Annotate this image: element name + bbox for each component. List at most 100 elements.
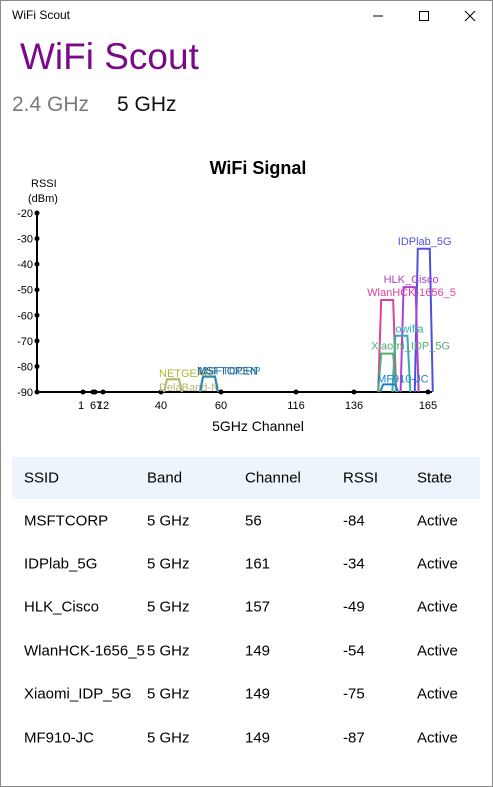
x-tick-dot [351, 389, 357, 395]
cell-ssid: IDPlab_5G [24, 555, 98, 573]
x-tick-label: 6 [90, 400, 96, 412]
cell-rssi: -54 [343, 642, 365, 660]
cell-rssi: -75 [343, 685, 365, 703]
x-tick-dot [100, 389, 106, 395]
cell-rssi: -84 [343, 512, 365, 530]
x-tick-label: 7 [96, 400, 102, 412]
y-tick-label: -20 [17, 208, 33, 220]
cell-rssi: -87 [343, 729, 365, 747]
cell-ssid: MSFTCORP [24, 512, 109, 530]
x-tick-label: 165 [419, 400, 437, 412]
cell-state: Active [417, 598, 458, 616]
series-label: HLK_Cisco [384, 274, 439, 286]
window-title: WiFi Scout [12, 8, 71, 22]
cell-state: Active [417, 555, 458, 573]
y-tick-label: -40 [17, 259, 33, 271]
series-label: NETGEAR [159, 368, 212, 380]
minimize-icon [373, 15, 383, 16]
cell-channel: 149 [245, 729, 271, 747]
table-row[interactable]: MSFTCORP 5 GHz 56 -84 Active [12, 499, 480, 542]
cell-band: 5 GHz [147, 598, 190, 616]
y-tick-dot [34, 363, 40, 369]
cell-channel: 149 [245, 685, 271, 703]
cell-channel: 161 [245, 555, 271, 573]
series-label: MSFTOPEN [197, 366, 258, 378]
signal-curve [399, 286, 420, 393]
y-tick-dot [34, 261, 40, 267]
table-row[interactable]: HLK_Cisco 5 GHz 157 -49 Active [12, 586, 480, 629]
title-bar[interactable]: WiFi Scout [0, 0, 493, 31]
signal-curve [163, 378, 183, 393]
close-icon [464, 10, 476, 21]
y-tick-dot [34, 236, 40, 242]
cell-ssid: HLK_Cisco [24, 598, 100, 616]
cell-ssid: WlanHCK-1656_5 [24, 642, 145, 660]
header-band[interactable]: Band [147, 469, 183, 487]
header-channel[interactable]: Channel [245, 469, 301, 487]
table-row[interactable]: MF910-JC 5 GHz 149 -87 Active [12, 716, 480, 759]
y-tick-dot [34, 389, 40, 395]
signal-curve [377, 352, 398, 393]
y-tick-dot [34, 312, 40, 318]
series-label: IDPlab_5G [398, 236, 452, 248]
x-tick-dot [80, 389, 86, 395]
tab-2-4-ghz[interactable]: 2.4 GHz [12, 93, 90, 116]
maximize-button[interactable] [401, 0, 447, 31]
x-tick-label: 1 [78, 400, 84, 412]
x-tick-dot [92, 389, 98, 395]
x-tick-dot [293, 389, 299, 395]
cell-band: 5 GHz [147, 685, 190, 703]
x-axis-title: 5GHz Channel [212, 418, 304, 434]
cell-channel: 149 [245, 642, 271, 660]
y-tick-label: -90 [17, 387, 33, 399]
y-tick-label: -30 [17, 234, 33, 246]
table-header: SSID Band Channel RSSI State [12, 457, 480, 499]
x-tick-label: 60 [215, 400, 227, 412]
table-row[interactable]: Xiaomi_IDP_5G 5 GHz 149 -75 Active [12, 673, 480, 716]
y-axis-label: (dBm) [28, 193, 58, 205]
cell-state: Active [417, 729, 458, 747]
table-row[interactable]: WlanHCK-1656_5 5 GHz 149 -54 Active [12, 629, 480, 672]
header-ssid[interactable]: SSID [24, 469, 60, 487]
cell-band: 5 GHz [147, 729, 190, 747]
cell-band: 5 GHz [147, 512, 190, 530]
signal-curve [379, 383, 400, 393]
y-tick-dot [34, 338, 40, 344]
cell-ssid: Xiaomi_IDP_5G [24, 685, 132, 703]
cell-state: Active [417, 685, 458, 703]
table-row[interactable]: IDPlab_5G 5 GHz 161 -34 Active [12, 542, 480, 585]
series-label: MSFTCORP [199, 366, 261, 378]
series-label: DelaBand-N [159, 382, 219, 394]
x-tick-dot [158, 389, 164, 395]
y-axis-label: RSSI [31, 178, 57, 190]
minimize-button[interactable] [355, 0, 401, 31]
y-tick-dot [34, 287, 40, 293]
maximize-icon [419, 10, 429, 21]
cell-state: Active [417, 642, 458, 660]
app-title: WiFi Scout [20, 36, 199, 77]
cell-rssi: -34 [343, 555, 365, 573]
cell-ssid: MF910-JC [24, 729, 95, 747]
cell-rssi: -49 [343, 598, 365, 616]
chart-title: WiFi Signal [210, 158, 307, 178]
tab-5-ghz[interactable]: 5 GHz [117, 93, 177, 116]
header-rssi[interactable]: RSSI [343, 469, 379, 487]
series-label: owifia [395, 324, 424, 336]
y-tick-dot [34, 210, 40, 216]
cell-state: Active [417, 512, 458, 530]
signal-curve [199, 375, 219, 393]
cell-band: 5 GHz [147, 555, 190, 573]
x-tick-label: 12 [97, 400, 109, 412]
cell-channel: 157 [245, 598, 271, 616]
series-label: MF910-JC [377, 373, 428, 385]
wifi-signal-chart: WiFi Signal RSSI (dBm) -20 -30 -40 -50 -60 -70 -8… [17, 158, 456, 434]
x-tick-label: 136 [345, 400, 363, 412]
y-tick-label: -70 [17, 336, 33, 348]
y-tick-label: -80 [17, 361, 33, 373]
cell-band: 5 GHz [147, 642, 190, 660]
header-state[interactable]: State [417, 469, 453, 487]
series-label: WlanHCK-1656_5 [367, 287, 456, 299]
x-tick-dot [425, 389, 431, 395]
close-button[interactable] [447, 0, 493, 31]
series-label: Xiaomi_IDP_5G [371, 341, 450, 353]
